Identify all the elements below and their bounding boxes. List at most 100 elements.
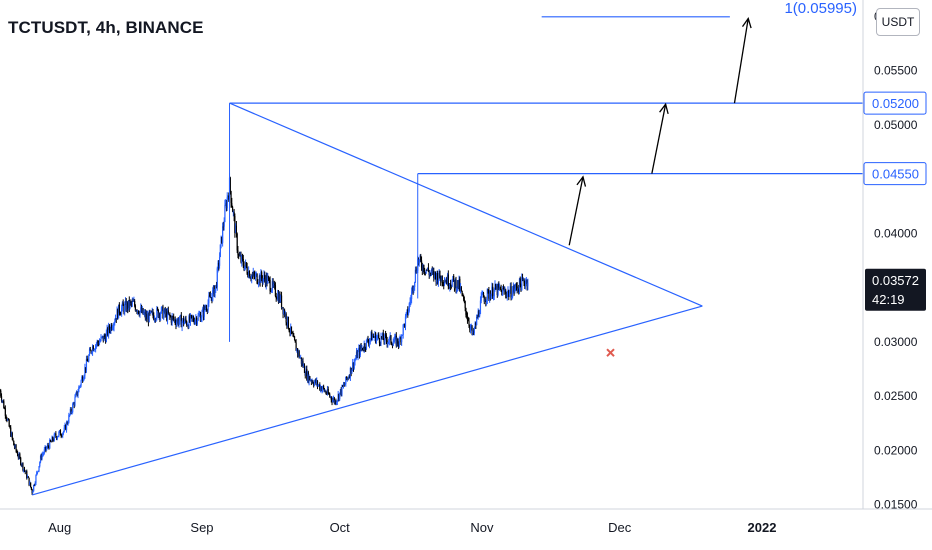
currency-button[interactable]: USDT xyxy=(876,8,920,36)
candle-body xyxy=(399,337,401,339)
candle-body xyxy=(478,311,480,316)
candle-body xyxy=(430,270,433,274)
candle-body xyxy=(234,216,236,234)
stop-marker-stroke xyxy=(606,348,615,357)
candle-body xyxy=(429,273,431,276)
candle-body xyxy=(233,211,235,217)
candle-body xyxy=(276,298,278,300)
candle-body xyxy=(301,361,303,364)
candle-body xyxy=(384,334,386,342)
candle-body xyxy=(337,394,339,401)
level-price-bg xyxy=(863,162,927,186)
candle-body xyxy=(11,432,13,439)
candle-body xyxy=(407,309,409,315)
candle-body xyxy=(279,293,281,302)
candle-body xyxy=(230,191,232,204)
candle-body xyxy=(65,424,67,430)
candle-body xyxy=(148,310,150,323)
candle-body xyxy=(268,278,270,280)
candle-body xyxy=(300,357,303,364)
candle-body xyxy=(380,336,382,344)
candle-body xyxy=(46,447,48,450)
candle-body xyxy=(244,262,247,267)
candle-body xyxy=(158,313,160,318)
candle-body xyxy=(353,361,355,369)
candle-body xyxy=(371,336,374,341)
candle-body xyxy=(498,284,500,288)
candle-body xyxy=(3,401,5,409)
candle-body xyxy=(36,471,39,473)
axes xyxy=(0,0,932,510)
candle-body xyxy=(476,317,479,319)
candle-body xyxy=(510,286,512,299)
candle-body xyxy=(254,274,257,278)
candle-body xyxy=(104,335,106,338)
candle-body xyxy=(220,236,222,245)
candle-body xyxy=(26,471,28,479)
candle-body xyxy=(271,281,273,291)
candle-body xyxy=(142,308,144,315)
candle-body xyxy=(394,336,396,341)
candle-body xyxy=(471,326,473,334)
candle-body xyxy=(80,380,82,386)
candle-body xyxy=(200,318,202,322)
candle-body xyxy=(248,271,251,278)
candle-body xyxy=(254,274,256,278)
candle-body xyxy=(396,338,398,346)
candle-body xyxy=(258,275,260,284)
candle-body xyxy=(203,306,205,317)
candle-body xyxy=(451,280,453,287)
candle-body xyxy=(215,284,218,288)
candle-body xyxy=(156,308,158,319)
candle-body xyxy=(179,315,181,322)
candle-body xyxy=(395,335,397,346)
candle-body xyxy=(137,310,140,314)
candle-body xyxy=(511,297,513,299)
candle-body xyxy=(202,308,204,312)
candle-body xyxy=(446,280,448,285)
candle-body xyxy=(0,396,3,401)
candle-body xyxy=(330,396,332,400)
candle-body xyxy=(351,369,353,374)
candle-body xyxy=(225,203,227,205)
candle-body xyxy=(149,310,151,314)
candle-body xyxy=(322,386,324,390)
candle-body xyxy=(500,289,502,291)
candle-body xyxy=(169,313,171,317)
candle-body xyxy=(339,389,342,393)
candle-body xyxy=(14,445,16,448)
candle-body xyxy=(414,281,416,288)
time-axis-ticks: Aug Sep Oct Nov Dec 2022 xyxy=(48,520,776,535)
candle-body xyxy=(48,446,50,449)
candle-body xyxy=(205,308,208,311)
candle-body xyxy=(318,384,320,386)
candle-body xyxy=(173,316,175,320)
candle-body xyxy=(241,255,244,259)
candle-body xyxy=(505,294,508,298)
candle-body xyxy=(3,408,6,410)
symbol-title: TCTUSDT, 4h, BINANCE xyxy=(8,18,204,37)
level-price-value: 0.05200 xyxy=(872,96,919,111)
candle-body xyxy=(332,399,334,403)
candle-body xyxy=(517,289,519,291)
candle-body xyxy=(43,449,45,454)
candle-body xyxy=(383,339,385,342)
candle-body xyxy=(116,309,118,320)
candle-body xyxy=(42,453,44,455)
candle-body xyxy=(271,290,273,292)
candle-body xyxy=(190,315,192,317)
countdown-timer: 42:19 xyxy=(872,292,905,307)
candle-body xyxy=(73,403,75,406)
candle-body xyxy=(257,283,259,285)
candle-body xyxy=(236,233,238,251)
candle-body xyxy=(44,446,46,450)
candle-body xyxy=(246,266,248,274)
candle-body xyxy=(237,250,239,255)
candle-body xyxy=(496,285,498,295)
candle-body xyxy=(481,294,483,296)
candle-body xyxy=(349,367,352,378)
candle-body xyxy=(518,278,521,292)
candle-body xyxy=(376,336,378,338)
candle-body xyxy=(224,204,226,222)
